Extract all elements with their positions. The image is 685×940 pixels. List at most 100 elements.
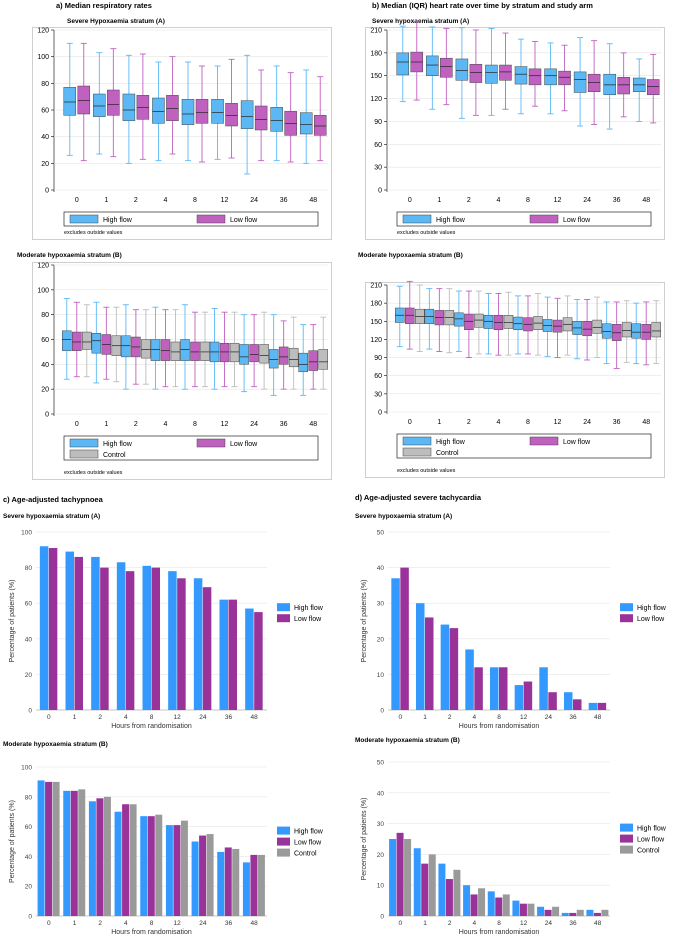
y-tick-label: 80 (25, 565, 33, 572)
x-tick-label: 4 (496, 419, 500, 426)
bar-low-flow (470, 894, 478, 916)
iqr-box (485, 64, 498, 84)
bar-control (404, 839, 412, 916)
y-tick-label: 40 (25, 636, 33, 643)
legend-swatch (277, 826, 290, 835)
y-axis-label: Percentage of patients (%) (9, 580, 16, 663)
bar-control (478, 888, 486, 916)
bar-low-flow (100, 567, 109, 710)
a-severe-title: Severe Hypoxaemia stratum (A) (67, 18, 165, 25)
x-tick-label: 2 (98, 714, 102, 721)
bar-control (601, 909, 609, 916)
legend-swatch (620, 834, 633, 843)
bar-low-flow (224, 847, 232, 916)
x-tick-label: 24 (250, 421, 258, 428)
legend-box (63, 211, 319, 227)
bar-low-flow (548, 692, 557, 710)
legend-label: Low flow (563, 439, 591, 446)
bar-high-flow (413, 848, 421, 916)
bar-high-flow (537, 906, 545, 916)
iqr-box (278, 346, 289, 365)
iqr-box (299, 112, 313, 135)
bar-low-flow (74, 556, 83, 710)
iqr-box (582, 321, 592, 337)
bar-low-flow (569, 912, 577, 916)
y-tick-label: 40 (377, 565, 385, 572)
y-tick-label: 20 (377, 636, 385, 643)
bar-high-flow (242, 862, 250, 916)
y-tick-label: 50 (377, 530, 385, 537)
legend-label: Low flow (294, 616, 322, 623)
iqr-box (170, 341, 181, 361)
iqr-box (93, 93, 106, 117)
iqr-box (396, 52, 410, 76)
x-tick-label: 1 (423, 714, 427, 721)
bar-low-flow (147, 816, 155, 916)
x-tick-label: 12 (520, 920, 528, 927)
bar-high-flow (487, 891, 495, 916)
y-tick-label: 60 (374, 142, 382, 149)
iqr-box (200, 341, 210, 361)
iqr-box (152, 97, 165, 124)
bar-high-flow (586, 909, 594, 916)
y-tick-label: 0 (28, 708, 32, 715)
x-axis-label: Hours from randomisation (111, 723, 192, 730)
x-tick-label: 1 (104, 421, 108, 428)
legend-swatch (620, 614, 633, 623)
iqr-box (190, 341, 200, 361)
bar-low-flow (597, 702, 607, 710)
bar-low-flow (254, 612, 263, 710)
y-tick-label: 30 (374, 165, 382, 172)
bar-control (78, 789, 86, 916)
excludes-note: excludes outside values (397, 468, 456, 474)
bar-low-flow (544, 909, 552, 916)
y-tick-label: 40 (25, 854, 33, 861)
iqr-box (122, 93, 136, 121)
y-tick-label: 150 (370, 73, 382, 80)
bar-high-flow (65, 551, 74, 710)
excludes-note: excludes outside values (397, 230, 456, 236)
bar-high-flow (142, 565, 151, 710)
panel-frame (32, 27, 332, 240)
legend-label: Control (436, 450, 459, 457)
x-tick-label: 4 (496, 197, 500, 204)
legend-label: High flow (637, 605, 667, 612)
iqr-box (270, 107, 283, 132)
bar-control (257, 854, 265, 916)
panel-d-title: d) Age-adjusted severe tachycardia (355, 493, 482, 502)
x-tick-label: 12 (520, 714, 528, 721)
panel-b-title: b) Median (IQR) heart rate over time by … (372, 1, 593, 10)
bar-high-flow (564, 692, 573, 710)
x-tick-label: 48 (309, 197, 317, 204)
bar-low-flow (421, 863, 429, 916)
x-tick-label: 0 (399, 714, 403, 721)
bar-low-flow (499, 667, 508, 710)
x-tick-label: 8 (150, 920, 154, 927)
panel-frame (32, 262, 332, 480)
bar-low-flow (573, 699, 582, 710)
iqr-box (558, 70, 571, 86)
y-tick-label: 40 (41, 134, 49, 141)
x-tick-label: 48 (642, 419, 650, 426)
x-tick-label: 48 (251, 920, 259, 927)
iqr-box (181, 99, 195, 125)
iqr-box (259, 344, 269, 364)
bar-control (453, 869, 461, 916)
b-severe-title: Severe hypoxaemia stratum (A) (372, 18, 470, 25)
x-tick-label: 0 (399, 920, 403, 927)
iqr-box (219, 342, 230, 363)
bar-low-flow (396, 832, 404, 916)
bar-high-flow (416, 603, 425, 710)
iqr-box (544, 68, 557, 86)
bar-control (129, 804, 137, 916)
y-tick-label: 10 (377, 883, 385, 890)
x-tick-label: 48 (309, 421, 317, 428)
y-tick-label: 30 (374, 391, 382, 398)
d-severe-title: Severe hypoxaemia stratum (A) (355, 513, 453, 520)
x-tick-label: 48 (594, 920, 602, 927)
c-moderate-title: Moderate hypoxaemia stratum (B) (3, 741, 108, 748)
x-tick-label: 48 (251, 714, 259, 721)
x-tick-label: 4 (124, 714, 128, 721)
iqr-box (91, 333, 102, 354)
